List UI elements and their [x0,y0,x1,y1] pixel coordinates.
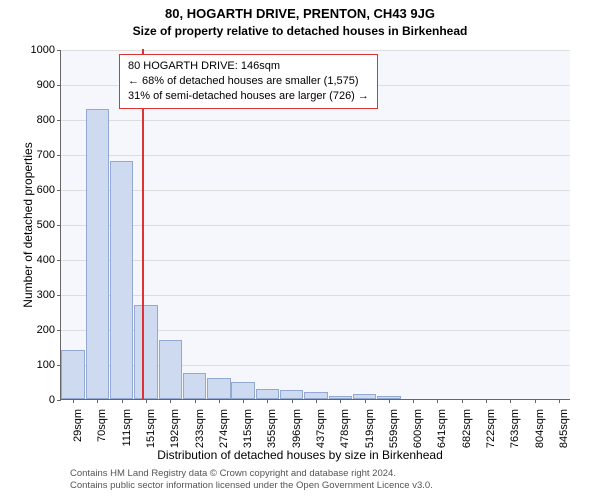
xtick-label: 437sqm [315,405,327,448]
histogram-bar [280,390,304,399]
xtick-mark [243,399,244,403]
gridline [61,190,570,191]
xtick-label: 151sqm [145,405,157,448]
xtick-mark [559,399,560,403]
xtick-mark [389,399,390,403]
xtick-mark [535,399,536,403]
xtick-label: 641sqm [436,405,448,448]
xtick-mark [510,399,511,403]
gridline [61,260,570,261]
annotation-box: 80 HOGARTH DRIVE: 146sqm← 68% of detache… [119,54,378,109]
xtick-mark [462,399,463,403]
footer-line-1: Contains HM Land Registry data © Crown c… [70,468,433,480]
xtick-label: 192sqm [169,405,181,448]
ytick-label: 800 [37,114,61,126]
xtick-mark [340,399,341,403]
histogram-bar [304,392,328,399]
histogram-bar [134,305,158,400]
xtick-label: 396sqm [291,405,303,448]
ytick-label: 500 [37,219,61,231]
x-axis-title: Distribution of detached houses by size … [0,448,600,462]
histogram-bar [86,109,110,400]
xtick-mark [97,399,98,403]
gridline [61,295,570,296]
xtick-label: 722sqm [485,405,497,448]
gridline [61,225,570,226]
histogram-bar [207,378,231,399]
xtick-mark [316,399,317,403]
xtick-label: 559sqm [388,405,400,448]
xtick-label: 233sqm [194,405,206,448]
annotation-line-1: 80 HOGARTH DRIVE: 146sqm [128,59,369,74]
ytick-label: 600 [37,184,61,196]
xtick-mark [486,399,487,403]
xtick-label: 763sqm [509,405,521,448]
xtick-label: 600sqm [412,405,424,448]
xtick-label: 70sqm [96,405,108,442]
histogram-bar [159,340,183,400]
ytick-label: 100 [37,359,61,371]
histogram-bar [231,382,255,400]
xtick-label: 519sqm [364,405,376,448]
annotation-line-2: ← 68% of detached houses are smaller (1,… [128,74,369,89]
footer-line-2: Contains public sector information licen… [70,480,433,492]
ytick-label: 400 [37,254,61,266]
histogram-bar [256,389,280,400]
histogram-bar [61,350,85,399]
xtick-mark [73,399,74,403]
ytick-label: 200 [37,324,61,336]
xtick-label: 804sqm [534,405,546,448]
ytick-label: 900 [37,79,61,91]
xtick-label: 274sqm [218,405,230,448]
y-axis-title: Number of detached properties [21,125,35,325]
xtick-label: 478sqm [339,405,351,448]
ytick-label: 700 [37,149,61,161]
xtick-mark [219,399,220,403]
ytick-label: 0 [49,394,61,406]
xtick-mark [437,399,438,403]
xtick-mark [195,399,196,403]
xtick-mark [122,399,123,403]
gridline [61,50,570,51]
ytick-label: 1000 [31,44,61,56]
xtick-mark [170,399,171,403]
gridline [61,120,570,121]
chart-title-main: 80, HOGARTH DRIVE, PRENTON, CH43 9JG [0,6,600,21]
xtick-mark [292,399,293,403]
histogram-bar [110,161,134,399]
xtick-label: 29sqm [72,405,84,442]
xtick-label: 315sqm [242,405,254,448]
xtick-mark [146,399,147,403]
ytick-label: 300 [37,289,61,301]
xtick-mark [267,399,268,403]
xtick-label: 355sqm [266,405,278,448]
xtick-mark [365,399,366,403]
annotation-line-3: 31% of semi-detached houses are larger (… [128,89,369,104]
gridline [61,155,570,156]
xtick-label: 111sqm [121,405,133,447]
license-footer: Contains HM Land Registry data © Crown c… [70,468,433,493]
xtick-mark [413,399,414,403]
plot-area: 0100200300400500600700800900100029sqm70s… [60,50,570,400]
xtick-label: 682sqm [461,405,473,448]
histogram-bar [183,373,207,399]
chart-title-sub: Size of property relative to detached ho… [0,24,600,38]
xtick-label: 845sqm [558,405,570,448]
